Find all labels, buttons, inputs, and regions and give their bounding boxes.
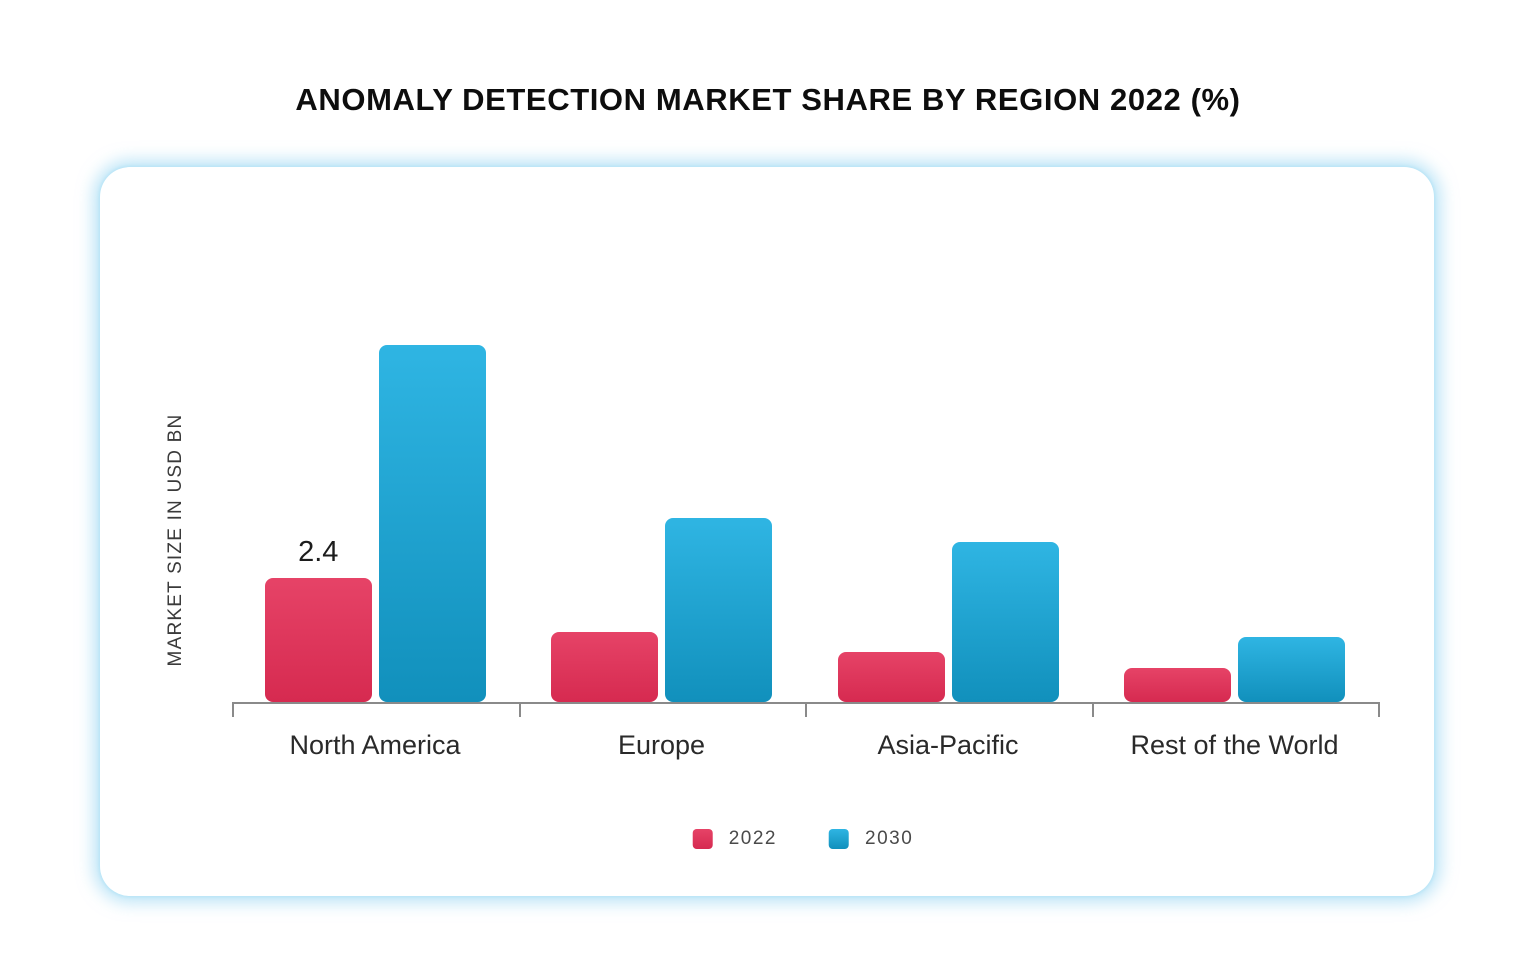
legend-label-2030: 2030 <box>865 828 914 849</box>
axis-tick <box>232 702 234 717</box>
x-axis-label-europe: Europe <box>617 730 706 760</box>
y-axis-label: MARKET SIZE IN USD BN <box>165 413 186 667</box>
chart-card: MARKET SIZE IN USD BN 2.4 North America Eu… <box>100 167 1434 896</box>
x-axis-label-rest-of-the-world: Rest of the World <box>1130 730 1339 760</box>
axis-tick <box>805 702 807 717</box>
legend-swatch-2030 <box>829 829 849 849</box>
chart-legend: 2022 2030 <box>692 828 914 850</box>
legend-item-2030: 2030 <box>829 828 913 850</box>
bar-2030-north-america <box>378 345 486 702</box>
axis-tick <box>1378 702 1380 717</box>
x-axis-label-asia-pacific: Asia-Pacific <box>877 730 1019 760</box>
bar-2022-north-america <box>264 578 372 702</box>
bar-2030-asia-pacific <box>951 542 1059 702</box>
axis-tick <box>1091 702 1094 717</box>
legend-swatch-2022 <box>692 829 713 849</box>
axis-tick <box>518 702 521 717</box>
bar-2030-europe <box>665 518 773 702</box>
bar-2022-asia-pacific <box>837 652 945 702</box>
page-title: ANOMALY DETECTION MARKET SHARE BY REGION… <box>295 82 1241 117</box>
legend-item-2022: 2022 <box>692 828 777 850</box>
x-axis-label-north-america: North America <box>289 730 461 760</box>
legend-label-2022: 2022 <box>728 828 777 849</box>
bar-2030-rest-of-the-world <box>1238 637 1346 702</box>
bar-2022-rest-of-the-world <box>1124 668 1232 702</box>
bar-value-label-north-america: 2.4 <box>298 536 339 568</box>
bar-2022-europe <box>551 632 659 702</box>
